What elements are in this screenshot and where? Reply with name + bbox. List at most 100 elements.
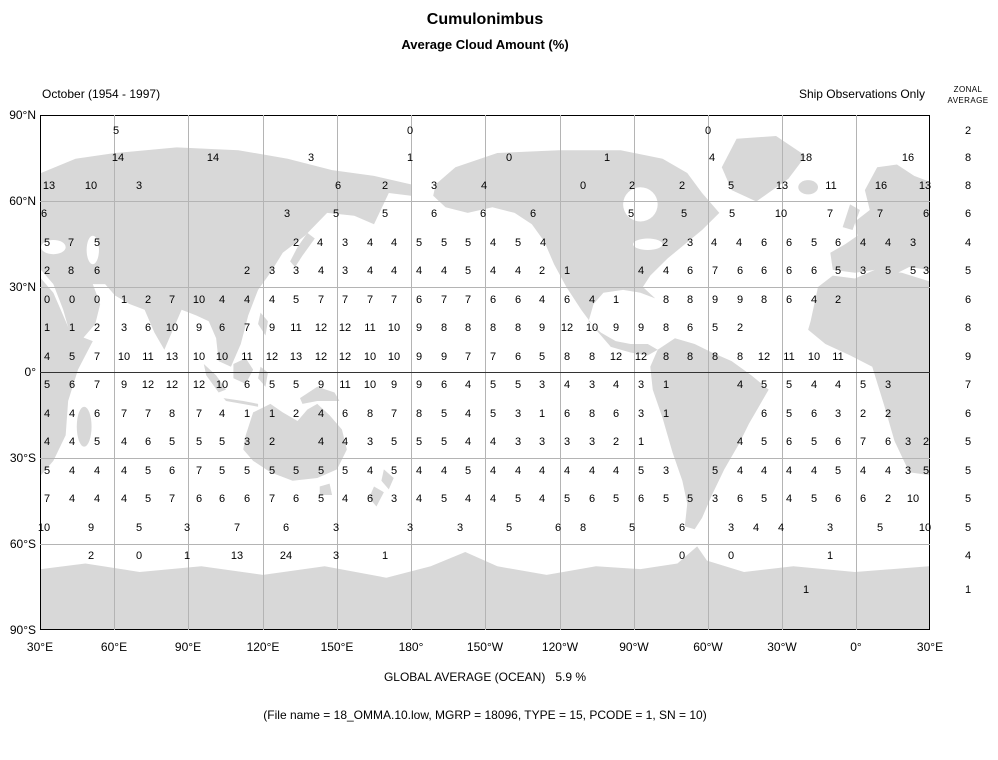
grid-value: 6	[529, 208, 537, 220]
great-lakes	[633, 238, 663, 250]
grid-value: 1	[662, 379, 670, 391]
grid-value: 12	[757, 351, 771, 363]
grid-value: 8	[563, 351, 571, 363]
grid-value: 5	[415, 436, 423, 448]
grid-value: 3	[514, 408, 522, 420]
grid-value: 4	[120, 493, 128, 505]
grid-value: 14	[111, 152, 125, 164]
grid-value: 5	[760, 436, 768, 448]
grid-value: 7	[233, 522, 241, 534]
latitude-tick-label: 0°	[24, 365, 36, 379]
grid-value: 4	[735, 237, 743, 249]
grid-value: 6	[859, 493, 867, 505]
island-madagascar	[76, 406, 92, 447]
grid-value: 8	[588, 408, 596, 420]
grid-value: 3	[904, 465, 912, 477]
grid-value: 4	[563, 379, 571, 391]
island-greenland	[721, 135, 806, 202]
zonal-average-value: 6	[964, 294, 972, 306]
grid-value: 8	[67, 265, 75, 277]
grid-value: 6	[810, 265, 818, 277]
latitude-tick-label: 90°S	[9, 623, 36, 637]
grid-value: 2	[612, 436, 620, 448]
grid-value: 2	[381, 180, 389, 192]
grid-value: 9	[195, 322, 203, 334]
grid-value: 4	[514, 465, 522, 477]
grid-value: 10	[165, 322, 179, 334]
grid-value: 9	[268, 322, 276, 334]
grid-value: 8	[686, 294, 694, 306]
grid-value: 4	[538, 465, 546, 477]
zonal-average-value: 5	[964, 493, 972, 505]
grid-value: 3	[341, 237, 349, 249]
grid-value: 1	[183, 550, 191, 562]
continent-africa-west	[808, 269, 929, 476]
grid-value: 5	[317, 465, 325, 477]
longitude-tick-label: 180°	[398, 640, 424, 654]
grid-value: 13	[918, 180, 932, 192]
global-average-label: GLOBAL AVERAGE (OCEAN) 5.9 %	[383, 670, 587, 684]
island-iceland	[798, 180, 818, 195]
grid-value: 6	[678, 522, 686, 534]
grid-value: 10	[387, 351, 401, 363]
grid-value: 5	[785, 379, 793, 391]
zonal-average-header: ZONAL AVERAGE	[938, 84, 998, 106]
grid-value: 0	[579, 180, 587, 192]
grid-value: 10	[918, 522, 932, 534]
grid-value: 8	[514, 322, 522, 334]
grid-value: 4	[43, 436, 51, 448]
grid-value: 24	[279, 550, 293, 562]
grid-value: 7	[195, 465, 203, 477]
grid-value: 4	[884, 237, 892, 249]
grid-value: 6	[514, 294, 522, 306]
grid-value: 5	[43, 465, 51, 477]
grid-value: 5	[317, 493, 325, 505]
grid-value: 4	[464, 408, 472, 420]
grid-value: 4	[43, 408, 51, 420]
continent-south-america	[650, 338, 769, 530]
grid-value: 4	[341, 493, 349, 505]
grid-value: 4	[120, 465, 128, 477]
grid-value: 3	[243, 436, 251, 448]
grid-value: 6	[785, 294, 793, 306]
chart-title: Cumulonimbus	[426, 11, 544, 28]
grid-value: 7	[67, 237, 75, 249]
grid-value: 11	[364, 322, 376, 334]
grid-value: 5	[43, 237, 51, 249]
longitude-tick-label: 30°E	[916, 640, 944, 654]
grid-value: 5	[292, 294, 300, 306]
grid-value: 5	[612, 493, 620, 505]
grid-value: 4	[440, 465, 448, 477]
grid-value: 6	[93, 408, 101, 420]
grid-value: 6	[366, 493, 374, 505]
grid-value: 4	[662, 265, 670, 277]
grid-value: 4	[43, 351, 51, 363]
grid-value: 0	[135, 550, 143, 562]
longitude-tick-label: 120°E	[246, 640, 280, 654]
grid-value: 16	[874, 180, 888, 192]
grid-value: 5	[538, 351, 546, 363]
grid-value: 6	[563, 294, 571, 306]
grid-value: 5	[243, 465, 251, 477]
grid-value: 13	[775, 180, 789, 192]
zonal-average-value: 8	[964, 152, 972, 164]
grid-value: 12	[634, 351, 648, 363]
grid-value: 1	[603, 152, 611, 164]
grid-value: 3	[834, 408, 842, 420]
grid-value: 1	[563, 265, 571, 277]
island-borneo	[233, 358, 254, 384]
grid-value: 5	[144, 493, 152, 505]
grid-value: 4	[538, 294, 546, 306]
grid-value: 3	[826, 522, 834, 534]
island-britain	[842, 204, 860, 230]
grid-value: 6	[922, 208, 930, 220]
grid-value: 6	[243, 493, 251, 505]
grid-value: 8	[415, 408, 423, 420]
grid-value: 5	[332, 208, 340, 220]
grid-value: 2	[661, 237, 669, 249]
chart-subtitle: Average Cloud Amount (%)	[401, 37, 569, 52]
grid-value: 10	[84, 180, 98, 192]
longitude-tick-label: 30°E	[26, 640, 54, 654]
grid-value: 4	[736, 465, 744, 477]
grid-value: 4	[489, 237, 497, 249]
